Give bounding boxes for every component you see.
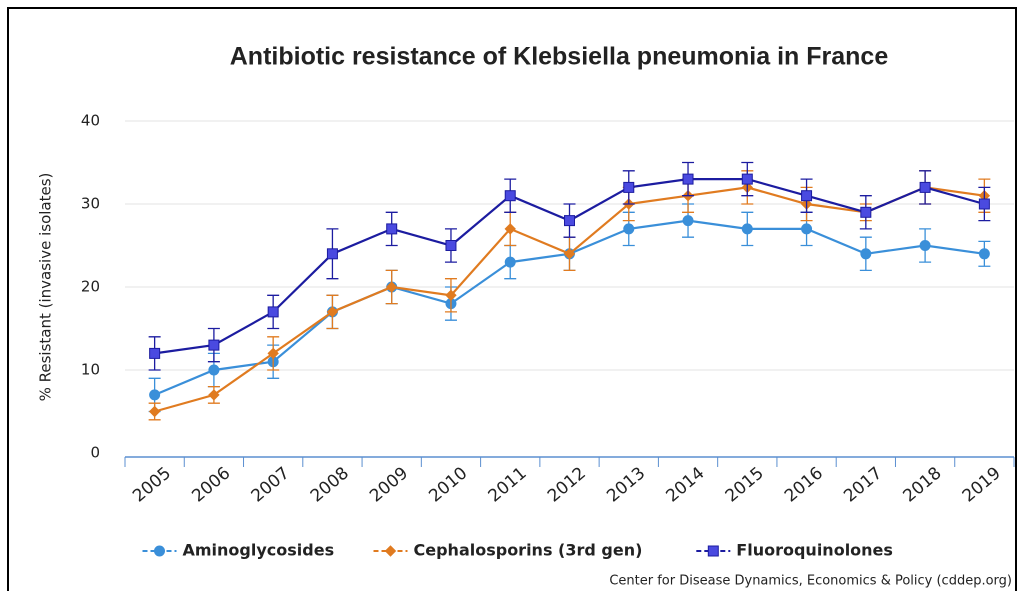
x-tick-label: 2011 bbox=[485, 463, 531, 506]
y-tick-label: 30 bbox=[81, 195, 100, 213]
y-axis-label: % Resistant (invasive isolates) bbox=[37, 173, 55, 402]
legend-label: Aminoglycosides bbox=[183, 541, 335, 560]
point bbox=[563, 248, 576, 260]
point bbox=[682, 173, 694, 185]
point bbox=[208, 389, 220, 401]
source: Center for Disease Dynamics, Economics &… bbox=[609, 574, 1012, 589]
x-tick-label: 2016 bbox=[781, 463, 827, 506]
point bbox=[978, 198, 990, 210]
point bbox=[504, 190, 516, 202]
point bbox=[504, 223, 516, 235]
point bbox=[148, 405, 161, 418]
frame bbox=[7, 7, 1017, 591]
point bbox=[919, 240, 931, 251]
x-tick-label: 2015 bbox=[722, 463, 768, 506]
point bbox=[208, 339, 220, 351]
point bbox=[741, 223, 753, 235]
series bbox=[148, 161, 991, 371]
x-tick-label: 2009 bbox=[366, 463, 412, 506]
legend-label: Cephalosporins (3rd gen) bbox=[414, 541, 643, 560]
x-tick-label: 2006 bbox=[188, 463, 234, 506]
point bbox=[326, 248, 338, 260]
point bbox=[326, 306, 339, 318]
x-tick-label: 2007 bbox=[248, 463, 294, 506]
x-tick-label: 2010 bbox=[425, 463, 471, 506]
x-tick-label: 2008 bbox=[307, 463, 353, 506]
point bbox=[978, 248, 990, 260]
point bbox=[707, 545, 719, 557]
point bbox=[860, 206, 872, 218]
x-tick-label: 2017 bbox=[840, 463, 886, 506]
point bbox=[623, 181, 635, 193]
x-tick-label: 2018 bbox=[900, 463, 946, 506]
point bbox=[267, 347, 279, 360]
point bbox=[386, 223, 398, 235]
y-tick-label: 0 bbox=[90, 444, 100, 462]
point bbox=[154, 545, 165, 557]
point bbox=[919, 181, 931, 193]
y-tick-label: 10 bbox=[81, 361, 100, 379]
chart-title: Antibiotic resistance of Klebsiella pneu… bbox=[230, 43, 889, 71]
point bbox=[385, 281, 398, 293]
point bbox=[741, 173, 753, 185]
point bbox=[623, 223, 635, 235]
point bbox=[682, 215, 694, 227]
point bbox=[504, 256, 516, 268]
x-tick-label: 2019 bbox=[959, 463, 1005, 506]
y-tick-label: 40 bbox=[81, 112, 100, 130]
point bbox=[801, 223, 813, 235]
legend-label: Fluoroquinolones bbox=[736, 541, 893, 560]
point bbox=[149, 347, 161, 359]
x-tick-label: 2005 bbox=[129, 463, 175, 506]
x-tick-label: 2014 bbox=[662, 463, 708, 506]
point bbox=[801, 190, 813, 202]
x-tick-label: 2012 bbox=[544, 463, 590, 506]
y-tick-label: 20 bbox=[81, 278, 100, 296]
x-tick-label: 2013 bbox=[603, 463, 649, 506]
point bbox=[384, 545, 397, 557]
point bbox=[564, 215, 575, 227]
point bbox=[149, 389, 161, 401]
point bbox=[208, 364, 220, 376]
point bbox=[267, 306, 279, 318]
point bbox=[445, 289, 457, 302]
point bbox=[445, 240, 457, 251]
point bbox=[860, 248, 872, 260]
